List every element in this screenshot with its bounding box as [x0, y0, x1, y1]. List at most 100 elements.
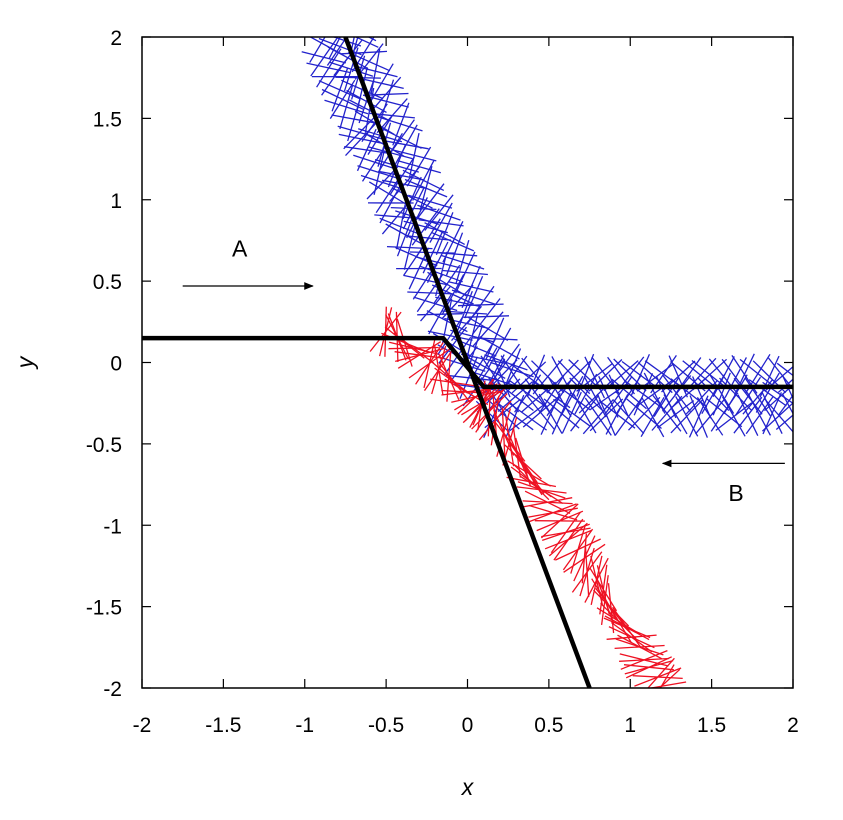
blue-rod — [419, 166, 433, 211]
blue-rod — [621, 360, 659, 390]
red-rod — [606, 634, 657, 640]
y-tick-label: 2 — [110, 27, 122, 50]
blue-rod — [455, 240, 470, 285]
red-rod — [433, 345, 444, 395]
blue-rod — [370, 48, 381, 94]
blue-rod — [402, 176, 422, 220]
y-axis-label: y — [12, 355, 38, 370]
blue-rod — [692, 376, 712, 419]
red-rod — [584, 547, 590, 598]
blue-rod — [441, 298, 453, 344]
blue-rod — [321, 57, 349, 96]
red-rod — [423, 338, 436, 389]
blue-rod — [339, 84, 354, 130]
blue-rod — [652, 395, 682, 432]
blue-rod — [782, 394, 793, 415]
red-rod — [553, 518, 584, 561]
blue-rod — [406, 197, 428, 239]
blue-rod — [502, 348, 522, 391]
red-rod — [647, 657, 675, 688]
blue-rod — [739, 358, 777, 389]
y-tick-label: 0 — [110, 353, 122, 376]
blue-rod — [663, 394, 688, 435]
blue-rod — [331, 68, 349, 112]
red-rod — [529, 503, 577, 523]
blue-rod — [509, 402, 547, 431]
y-tick-label: -0.5 — [86, 434, 122, 457]
blue-rod — [455, 251, 476, 294]
blue-rod — [709, 374, 735, 414]
blue-rod — [697, 376, 730, 412]
y-tick-label: 1 — [110, 190, 122, 213]
blue-rod — [373, 150, 385, 195]
red-rod — [603, 617, 651, 639]
blue-rod — [435, 212, 454, 256]
blue-rod — [748, 394, 771, 436]
blue-rod — [309, 37, 326, 63]
blue-rod — [612, 399, 645, 435]
annotation-layer: A B — [182, 236, 785, 506]
blue-rod — [598, 399, 636, 429]
red-rod — [384, 306, 387, 357]
blue-rod — [553, 398, 591, 427]
blue-rod — [394, 124, 418, 166]
blue-rod — [329, 79, 356, 119]
red-rod — [506, 476, 557, 488]
blue-rod — [350, 55, 366, 100]
blue-rod — [776, 362, 793, 377]
blue-rod — [395, 204, 406, 250]
blue-rod — [572, 393, 597, 434]
blue-rod — [689, 395, 709, 438]
blue-rod — [424, 194, 454, 231]
blue-rod — [538, 393, 563, 434]
blue-rod — [366, 165, 399, 200]
blue-rod — [721, 358, 751, 397]
blue-rod — [326, 37, 348, 66]
annotation-label-b: B — [728, 480, 743, 506]
blue-rod — [608, 374, 629, 417]
x-axis-label: x — [461, 774, 475, 800]
blue-rod — [487, 327, 512, 369]
blue-rod — [379, 182, 403, 224]
blue-rod — [412, 159, 435, 201]
blue-rod — [691, 359, 729, 390]
annotation-label-a: A — [232, 236, 248, 262]
blue-rod — [328, 37, 341, 60]
x-tick-label: -1 — [295, 714, 314, 737]
blue-rod — [584, 356, 605, 399]
blue-rod — [420, 286, 451, 322]
blue-rod — [467, 325, 483, 370]
red-rod — [516, 486, 567, 494]
blue-rod — [583, 376, 607, 418]
red-rod — [430, 378, 480, 388]
x-tick-label: 1.5 — [697, 714, 726, 737]
blue-rod — [455, 290, 473, 335]
x-tick-label: 1 — [624, 714, 636, 737]
blue-rod — [333, 39, 363, 77]
y-tick-label: -1.5 — [86, 597, 122, 620]
blue-rod — [748, 379, 787, 407]
blue-rod — [358, 79, 375, 124]
black-line-0 — [142, 335, 793, 390]
blue-rod — [406, 146, 432, 187]
red-rod — [614, 644, 665, 650]
red-rod — [540, 503, 579, 539]
y-tick-label: -2 — [103, 678, 122, 701]
blue-rod — [310, 38, 338, 77]
red-rod — [659, 664, 675, 688]
blue-rod — [408, 132, 420, 178]
blue-rod — [415, 183, 445, 221]
blue-rod — [721, 396, 746, 437]
y-tick-label: 1.5 — [93, 108, 122, 131]
blue-rod — [370, 76, 402, 113]
blue-rod — [485, 317, 505, 361]
red-rod — [625, 656, 672, 679]
red-rod — [589, 567, 618, 612]
blue-rod — [392, 102, 410, 146]
red-rod — [581, 533, 588, 584]
black-line-1 — [343, 37, 592, 688]
red-rod — [550, 511, 582, 554]
blue-rod — [369, 63, 394, 104]
blue-rod — [641, 396, 665, 438]
